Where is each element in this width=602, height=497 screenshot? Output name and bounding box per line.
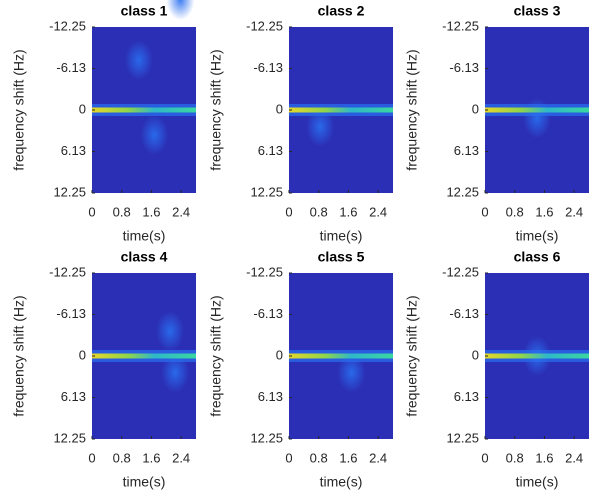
subplot-title: class 4 [121, 249, 168, 265]
x-tick-label: 0.8 [310, 204, 328, 219]
heatmap-band [289, 353, 393, 359]
x-tick-label: 1.6 [142, 204, 160, 219]
y-axis-label: frequency shift (Hz) [11, 49, 27, 170]
x-axis-label: time(s) [516, 474, 559, 490]
heatmap-band [289, 107, 393, 113]
x-tick-label: 2.4 [172, 450, 190, 465]
heatmap-band [485, 353, 589, 359]
x-tick-label: 0 [481, 450, 488, 465]
heatmap-blob [337, 352, 366, 393]
y-tick-label: 6.13 [258, 143, 283, 158]
y-tick-label: 6.13 [258, 389, 283, 404]
y-tick-label: -12.25 [442, 264, 479, 279]
x-tick-label: 0.8 [113, 450, 131, 465]
x-tick-label: 0.8 [506, 204, 524, 219]
y-tick-label: -6.13 [449, 60, 479, 75]
x-tick-label: 2.4 [565, 204, 583, 219]
heatmap-blob [161, 352, 190, 393]
y-tick-label: -6.13 [449, 306, 479, 321]
x-tick-label: 1.6 [339, 450, 357, 465]
x-tick-label: 0.8 [310, 450, 328, 465]
x-tick-label: 1.6 [142, 450, 160, 465]
heatmap-blob [156, 311, 184, 352]
y-tick-label: -12.25 [442, 18, 479, 33]
x-tick-label: 0 [481, 204, 488, 219]
x-axis-label: time(s) [123, 228, 166, 244]
y-tick-label: 6.13 [61, 143, 86, 158]
subplot-title: class 1 [121, 3, 168, 19]
y-tick-label: 12.25 [53, 430, 86, 445]
y-tick-label: 0 [79, 347, 86, 362]
y-tick-label: 0 [79, 101, 86, 116]
y-tick-label: -12.25 [49, 18, 86, 33]
x-axis-label: time(s) [320, 474, 363, 490]
y-tick-label: -12.25 [49, 264, 86, 279]
y-tick-label: 6.13 [454, 143, 479, 158]
x-tick-label: 0 [88, 450, 95, 465]
subplot-title: class 5 [318, 249, 365, 265]
y-axis-label: frequency shift (Hz) [208, 49, 224, 170]
y-axis-label: frequency shift (Hz) [404, 295, 420, 416]
y-tick-label: -12.25 [246, 264, 283, 279]
x-axis-label: time(s) [123, 474, 166, 490]
subplot-title: class 3 [514, 3, 561, 19]
subplot-title: class 6 [514, 249, 561, 265]
y-tick-label: 12.25 [250, 430, 283, 445]
y-tick-label: -6.13 [253, 60, 283, 75]
heatmap-blob [140, 114, 169, 155]
y-tick-label: 0 [472, 347, 479, 362]
heatmap-blob [166, 0, 195, 20]
heatmap-blob [124, 40, 153, 81]
y-tick-label: 12.25 [53, 184, 86, 199]
y-axis-label: frequency shift (Hz) [404, 49, 420, 170]
x-tick-label: 0.8 [113, 204, 131, 219]
y-tick-label: 12.25 [446, 430, 479, 445]
heatmap-band [92, 353, 196, 359]
subplot-title: class 2 [318, 3, 365, 19]
y-tick-label: 0 [276, 101, 283, 116]
y-tick-label: 0 [472, 101, 479, 116]
y-tick-label: 6.13 [454, 389, 479, 404]
x-axis-label: time(s) [320, 228, 363, 244]
x-tick-label: 0 [285, 204, 292, 219]
y-tick-label: -6.13 [56, 306, 86, 321]
heatmap-band [92, 107, 196, 113]
x-tick-label: 0 [88, 204, 95, 219]
x-tick-label: 1.6 [339, 204, 357, 219]
x-tick-label: 1.6 [535, 450, 553, 465]
x-tick-label: 1.6 [535, 204, 553, 219]
y-tick-label: 12.25 [446, 184, 479, 199]
y-tick-label: 6.13 [61, 389, 86, 404]
y-tick-label: -6.13 [56, 60, 86, 75]
y-tick-label: -12.25 [246, 18, 283, 33]
x-axis-label: time(s) [516, 228, 559, 244]
x-tick-label: 2.4 [369, 450, 387, 465]
x-tick-label: 2.4 [172, 204, 190, 219]
y-tick-label: 12.25 [250, 184, 283, 199]
y-tick-label: -6.13 [253, 306, 283, 321]
x-tick-label: 0 [285, 450, 292, 465]
x-tick-label: 2.4 [565, 450, 583, 465]
heatmap-blob [306, 106, 335, 147]
heatmap-band [485, 107, 589, 113]
x-tick-label: 0.8 [506, 450, 524, 465]
y-tick-label: 0 [276, 347, 283, 362]
x-tick-label: 2.4 [369, 204, 387, 219]
y-axis-label: frequency shift (Hz) [11, 295, 27, 416]
y-axis-label: frequency shift (Hz) [208, 295, 224, 416]
